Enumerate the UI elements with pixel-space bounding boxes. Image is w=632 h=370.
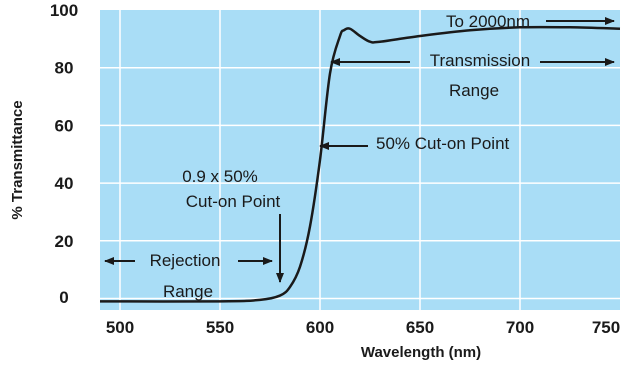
y-tick-label-80: 80: [55, 59, 74, 78]
y-tick-label-100: 100: [50, 1, 78, 20]
plot-area: [100, 10, 620, 310]
x-tick-labels: 500 550 600 650 700 750: [106, 318, 620, 337]
x-axis-label: Wavelength (nm): [361, 344, 481, 361]
y-axis-label: % Transmittance: [9, 100, 26, 219]
transmission-label: Transmission: [430, 51, 530, 70]
x-tick-label-500: 500: [106, 318, 134, 337]
to-2000nm-label: To 2000nm: [446, 12, 530, 31]
cut-on-50-label: 50% Cut-on Point: [376, 134, 510, 153]
rejection-label: Rejection: [150, 251, 221, 270]
cut-on-09-label: 0.9 x 50%: [182, 167, 258, 186]
y-tick-labels: 0 20 40 60 80 100: [50, 1, 78, 307]
y-tick-label-40: 40: [55, 174, 74, 193]
y-tick-label-0: 0: [59, 288, 68, 307]
transmission-range-label: Range: [449, 81, 499, 100]
cut-on-09-point-label: Cut-on Point: [186, 192, 281, 211]
y-tick-label-20: 20: [55, 232, 74, 251]
x-tick-label-750: 750: [592, 318, 620, 337]
y-tick-label-60: 60: [55, 116, 74, 135]
x-tick-label-600: 600: [306, 318, 334, 337]
x-tick-label-550: 550: [206, 318, 234, 337]
x-tick-label-650: 650: [406, 318, 434, 337]
x-tick-label-700: 700: [506, 318, 534, 337]
rejection-range-label: Range: [163, 282, 213, 301]
transmittance-line: [99, 25, 621, 303]
